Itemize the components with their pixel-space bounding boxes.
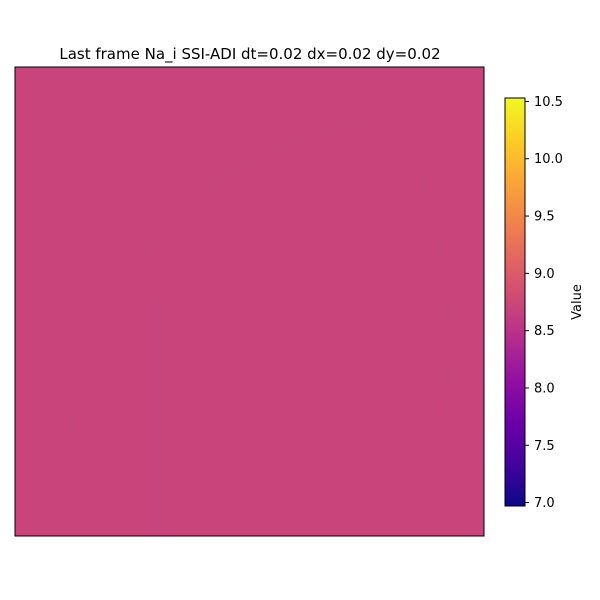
colorbar-tick-label: 8.5 [534, 324, 555, 339]
colorbar-tick-label: 10.5 [534, 95, 563, 110]
chart-title: Last frame Na_i SSI-ADI dt=0.02 dx=0.02 … [59, 45, 440, 64]
heatmap-field [15, 67, 484, 536]
heatmap-frame [14, 66, 485, 537]
heatmap-faint-band [150, 300, 164, 536]
colorbar-tick-label: 7.0 [534, 496, 555, 511]
colorbar [504, 97, 526, 507]
colorbar-tick-label: 9.0 [534, 267, 555, 282]
heatmap-faint-ring [58, 118, 450, 471]
colorbar-tick-label: 10.0 [534, 152, 563, 167]
colorbar-tick-label: 9.5 [534, 210, 555, 225]
colorbar-tick-label: 7.5 [534, 439, 555, 454]
colorbar-tick-label: 8.0 [534, 381, 555, 396]
colorbar-label: Value [570, 284, 585, 320]
colorbar-ticks: 7.0 7.5 8.0 8.5 9.0 9.5 10.0 10.5 [525, 95, 563, 511]
